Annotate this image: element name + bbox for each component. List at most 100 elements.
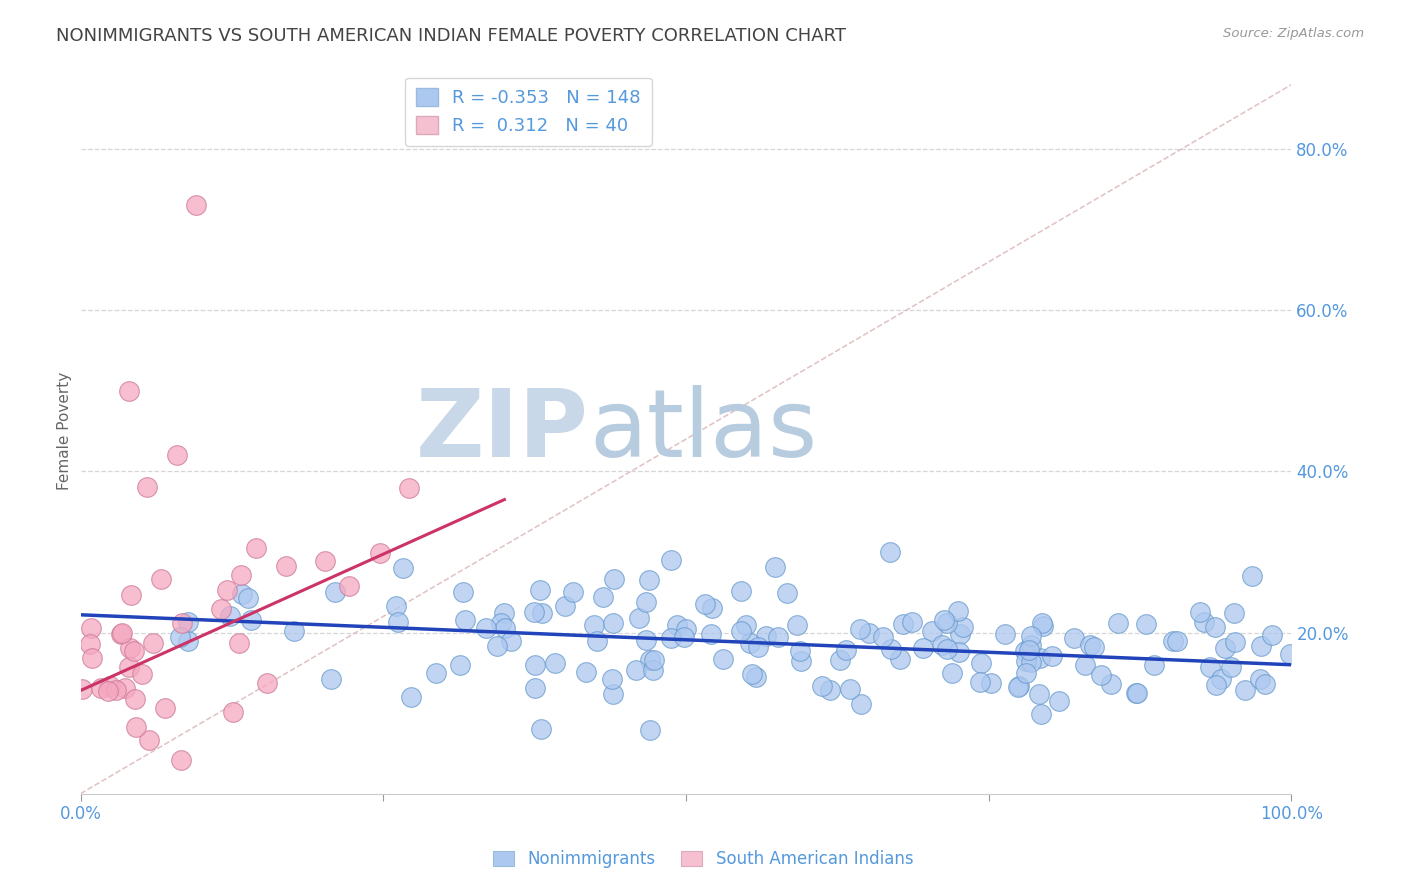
- Point: [111, 626, 134, 640]
- Point: [880, 642, 903, 657]
- Point: [1083, 640, 1105, 654]
- Point: [969, 674, 991, 689]
- Point: [1220, 659, 1243, 673]
- Point: [592, 590, 614, 604]
- Point: [494, 621, 516, 635]
- Text: Source: ZipAtlas.com: Source: ZipAtlas.com: [1223, 27, 1364, 40]
- Point: [811, 679, 834, 693]
- Point: [177, 634, 200, 648]
- Point: [453, 613, 475, 627]
- Point: [969, 657, 991, 671]
- Point: [1014, 644, 1036, 658]
- Point: [585, 633, 607, 648]
- Point: [912, 641, 935, 656]
- Point: [79, 637, 101, 651]
- Point: [283, 624, 305, 638]
- Point: [217, 583, 239, 598]
- Point: [673, 631, 696, 645]
- Point: [745, 670, 768, 684]
- Point: [948, 604, 970, 618]
- Point: [256, 676, 278, 690]
- Point: [117, 660, 139, 674]
- Point: [747, 640, 769, 655]
- Point: [766, 630, 789, 644]
- Point: [238, 591, 260, 606]
- Point: [921, 624, 943, 638]
- Point: [627, 610, 650, 624]
- Point: [941, 666, 963, 681]
- Point: [544, 657, 567, 671]
- Point: [828, 653, 851, 667]
- Point: [523, 681, 546, 695]
- Point: [730, 624, 752, 639]
- Point: [1233, 683, 1256, 698]
- Point: [104, 683, 127, 698]
- Point: [626, 663, 648, 677]
- Point: [1261, 627, 1284, 641]
- Point: [124, 692, 146, 706]
- Point: [702, 601, 724, 615]
- Point: [849, 697, 872, 711]
- Point: [319, 673, 342, 687]
- Point: [1031, 615, 1053, 630]
- Point: [1028, 687, 1050, 701]
- Legend: Nonimmigrants, South American Indians: Nonimmigrants, South American Indians: [486, 844, 920, 875]
- Point: [994, 627, 1017, 641]
- Point: [1254, 677, 1277, 691]
- Point: [124, 720, 146, 734]
- Point: [1125, 686, 1147, 700]
- Point: [675, 623, 697, 637]
- Point: [231, 587, 253, 601]
- Point: [1008, 679, 1031, 693]
- Point: [110, 627, 132, 641]
- Point: [425, 665, 447, 680]
- Point: [1213, 641, 1236, 656]
- Point: [699, 627, 721, 641]
- Point: [387, 615, 409, 630]
- Point: [1278, 647, 1301, 661]
- Point: [530, 607, 553, 621]
- Point: [1032, 619, 1054, 633]
- Point: [936, 616, 959, 631]
- Point: [1143, 657, 1166, 672]
- Point: [170, 616, 193, 631]
- Point: [122, 644, 145, 658]
- Point: [738, 636, 761, 650]
- Point: [368, 546, 391, 560]
- Point: [1163, 634, 1185, 648]
- Point: [276, 558, 298, 573]
- Text: ZIP: ZIP: [416, 385, 589, 477]
- Point: [838, 682, 860, 697]
- Point: [150, 572, 173, 586]
- Point: [1099, 677, 1122, 691]
- Point: [166, 448, 188, 462]
- Point: [80, 651, 103, 665]
- Point: [475, 621, 498, 635]
- Point: [952, 620, 974, 634]
- Point: [638, 573, 661, 587]
- Point: [138, 733, 160, 747]
- Point: [229, 568, 252, 582]
- Point: [602, 615, 624, 630]
- Point: [523, 605, 546, 619]
- Point: [1189, 605, 1212, 619]
- Point: [1018, 643, 1040, 657]
- Point: [1019, 630, 1042, 644]
- Point: [583, 618, 606, 632]
- Point: [659, 553, 682, 567]
- Text: NONIMMIGRANTS VS SOUTH AMERICAN INDIAN FEMALE POVERTY CORRELATION CHART: NONIMMIGRANTS VS SOUTH AMERICAN INDIAN F…: [56, 27, 846, 45]
- Point: [114, 681, 136, 695]
- Point: [776, 586, 799, 600]
- Point: [1209, 672, 1232, 686]
- Point: [219, 609, 242, 624]
- Point: [666, 618, 689, 632]
- Point: [879, 545, 901, 559]
- Point: [602, 672, 624, 686]
- Point: [948, 645, 970, 659]
- Point: [849, 622, 872, 636]
- Point: [131, 667, 153, 681]
- Point: [790, 654, 813, 668]
- Point: [640, 723, 662, 738]
- Y-axis label: Female Poverty: Female Poverty: [58, 372, 72, 491]
- Point: [177, 615, 200, 629]
